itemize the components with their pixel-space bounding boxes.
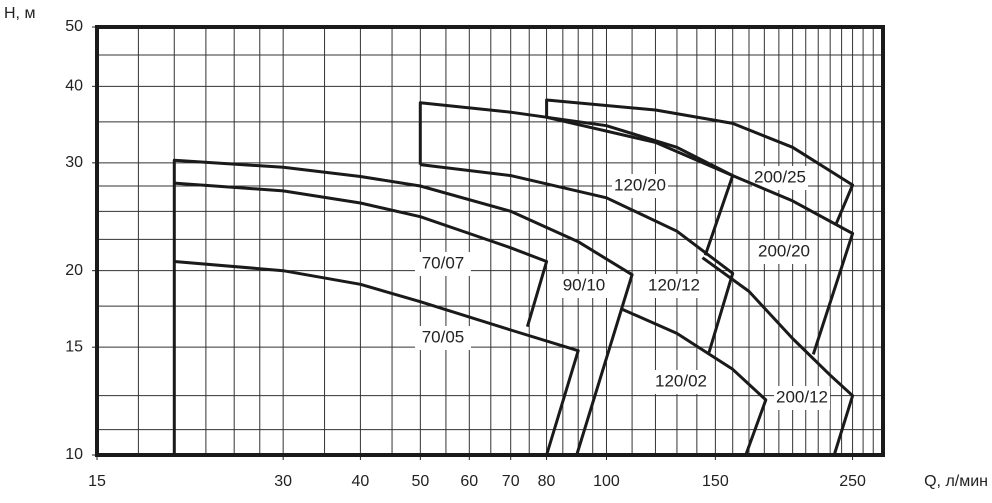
x-tick-label: 150 — [702, 473, 729, 490]
x-tick-label: 50 — [411, 473, 429, 490]
series-label: 200/20 — [758, 241, 810, 260]
x-tick-label: 250 — [839, 473, 866, 490]
series-label: 70/07 — [422, 253, 465, 272]
label-box — [646, 274, 702, 298]
pump-curve — [546, 115, 855, 355]
series-label: 70/05 — [422, 327, 465, 346]
y-axis-label: H, м — [4, 5, 35, 22]
pump-curve — [172, 158, 634, 456]
y-tick-label: 20 — [65, 262, 83, 279]
y-tick-label: 15 — [65, 338, 83, 355]
y-tick-label: 50 — [65, 18, 83, 35]
pump-curve — [174, 181, 549, 328]
y-tick-label: 30 — [65, 154, 83, 171]
series-label: 200/12 — [776, 387, 828, 406]
label-box — [556, 274, 612, 298]
label-box — [774, 386, 830, 410]
label-box — [752, 166, 808, 190]
x-tick-label: 40 — [352, 473, 370, 490]
plot-frame — [95, 25, 885, 457]
pump-curve — [174, 260, 580, 456]
label-box — [415, 252, 471, 276]
series-label: 120/12 — [648, 275, 700, 294]
series-label: 90/10 — [563, 275, 606, 294]
x-tick-label: 15 — [88, 473, 106, 490]
series-label: 120/02 — [655, 371, 707, 390]
label-box — [415, 326, 471, 350]
series-label: 120/20 — [614, 175, 666, 194]
x-tick-label: 60 — [460, 473, 478, 490]
x-axis-label: Q, л/мин — [924, 473, 988, 490]
pump-curve — [701, 256, 855, 456]
pump-curve — [621, 307, 768, 456]
pump-curve — [545, 98, 855, 225]
x-tick-label: 30 — [274, 473, 292, 490]
label-box — [756, 240, 812, 264]
x-tick-label: 70 — [502, 473, 520, 490]
label-box — [653, 370, 709, 394]
x-tick-label: 100 — [593, 473, 620, 490]
pump-curve — [420, 163, 735, 353]
y-tick-label: 10 — [65, 446, 83, 463]
x-tick-label: 80 — [538, 473, 556, 490]
label-box — [612, 174, 668, 198]
y-tick-label: 40 — [65, 78, 83, 95]
series-label: 200/25 — [754, 167, 806, 186]
